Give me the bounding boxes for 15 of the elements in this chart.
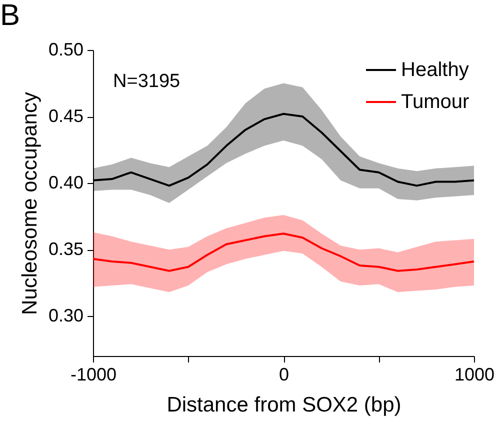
y-axis-title: Nucleosome occupancy: [18, 92, 42, 315]
legend-label: Tumour: [401, 91, 470, 113]
annotation: N=3195: [113, 71, 180, 92]
x-axis-title: Distance from SOX2 (bp): [166, 394, 402, 416]
x-tick-label: 0: [278, 364, 290, 384]
y-tick-label: 0.45: [48, 106, 84, 126]
x-tick-label: -1000: [70, 364, 117, 384]
y-tick-label: 0.40: [48, 172, 84, 193]
x-tick-label: 1000: [454, 364, 495, 384]
legend-label: Healthy: [401, 59, 469, 81]
y-tick-label: 0.50: [48, 40, 84, 60]
chart-title: B: [0, 0, 20, 32]
y-tick-label: 0.35: [48, 239, 84, 260]
y-tick-label: 0.30: [48, 306, 84, 326]
line-series: [92, 232, 475, 272]
